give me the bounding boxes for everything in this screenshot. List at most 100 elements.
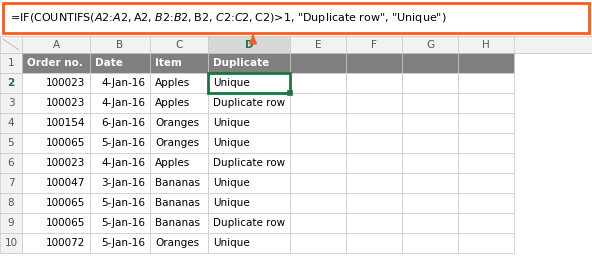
Bar <box>290 233 346 253</box>
Text: 100023: 100023 <box>46 158 85 168</box>
Bar <box>22 93 90 113</box>
Bar <box>208 36 290 53</box>
Text: 3: 3 <box>8 98 14 108</box>
Bar <box>346 173 402 193</box>
Bar <box>22 133 90 153</box>
Text: 5-Jan-16: 5-Jan-16 <box>101 238 145 248</box>
Text: F: F <box>371 40 377 50</box>
Text: Unique: Unique <box>213 118 250 128</box>
Text: 2: 2 <box>7 78 15 88</box>
Bar <box>402 193 458 213</box>
Bar <box>290 213 346 233</box>
Bar <box>90 193 150 213</box>
Bar <box>22 53 90 73</box>
Bar <box>458 193 514 213</box>
Text: 100154: 100154 <box>46 118 85 128</box>
Bar <box>0 93 22 113</box>
Bar <box>0 133 22 153</box>
Text: Duplicate: Duplicate <box>213 58 269 68</box>
Bar <box>0 193 22 213</box>
Text: Duplicate row: Duplicate row <box>213 158 285 168</box>
Bar <box>458 93 514 113</box>
Text: 100072: 100072 <box>46 238 85 248</box>
Text: 5: 5 <box>8 138 14 148</box>
Bar <box>458 213 514 233</box>
Bar <box>208 93 290 113</box>
Bar <box>290 73 346 93</box>
Bar <box>90 173 150 193</box>
Bar <box>22 213 90 233</box>
Bar <box>208 73 290 93</box>
Bar <box>208 213 290 233</box>
Text: 6: 6 <box>8 158 14 168</box>
Text: G: G <box>426 40 434 50</box>
Bar <box>90 113 150 133</box>
Text: 4-Jan-16: 4-Jan-16 <box>101 78 145 88</box>
Bar <box>346 153 402 173</box>
Bar <box>346 93 402 113</box>
Bar <box>346 233 402 253</box>
Text: H: H <box>482 40 490 50</box>
Text: Bananas: Bananas <box>155 198 200 208</box>
Text: Unique: Unique <box>213 78 250 88</box>
Bar <box>0 153 22 173</box>
Text: 4-Jan-16: 4-Jan-16 <box>101 158 145 168</box>
Bar <box>287 90 292 95</box>
Bar <box>290 193 346 213</box>
Bar <box>150 233 208 253</box>
Text: 10: 10 <box>4 238 18 248</box>
Bar <box>208 53 290 73</box>
Bar <box>208 113 290 133</box>
Bar <box>0 73 22 93</box>
Bar <box>0 36 592 53</box>
Text: 100047: 100047 <box>46 178 85 188</box>
Text: D: D <box>244 40 253 50</box>
Text: Duplicate row: Duplicate row <box>213 98 285 108</box>
Text: Date: Date <box>95 58 123 68</box>
Text: Apples: Apples <box>155 158 190 168</box>
Bar <box>458 36 514 53</box>
Bar <box>402 73 458 93</box>
Bar <box>90 93 150 113</box>
Bar <box>402 113 458 133</box>
Bar <box>402 36 458 53</box>
Bar <box>290 53 346 73</box>
Bar <box>90 133 150 153</box>
Text: A: A <box>53 40 60 50</box>
Bar <box>0 233 22 253</box>
Bar <box>150 193 208 213</box>
Bar <box>458 173 514 193</box>
Text: 6-Jan-16: 6-Jan-16 <box>101 118 145 128</box>
Text: Apples: Apples <box>155 78 190 88</box>
Bar <box>346 73 402 93</box>
Bar <box>402 133 458 153</box>
Text: 5-Jan-16: 5-Jan-16 <box>101 138 145 148</box>
Bar <box>90 153 150 173</box>
Bar <box>346 36 402 53</box>
Text: 7: 7 <box>8 178 14 188</box>
Bar <box>458 153 514 173</box>
Text: 1: 1 <box>8 58 14 68</box>
Bar <box>346 213 402 233</box>
Bar <box>150 133 208 153</box>
Bar <box>208 193 290 213</box>
Text: Oranges: Oranges <box>155 238 199 248</box>
Text: E: E <box>315 40 321 50</box>
Bar <box>402 93 458 113</box>
Text: 9: 9 <box>8 218 14 228</box>
Text: =IF(COUNTIFS($A$2:$A2, $A2, $B$2:$B2, $B2, $C$2:$C2, $C2)>1, "Duplicate row", "U: =IF(COUNTIFS($A$2:$A2, $A2, $B$2:$B2, $B… <box>10 11 446 25</box>
Bar <box>150 73 208 93</box>
Bar <box>402 53 458 73</box>
Bar <box>402 173 458 193</box>
Text: 100065: 100065 <box>46 198 85 208</box>
Bar <box>150 173 208 193</box>
Bar <box>346 53 402 73</box>
Text: 5-Jan-16: 5-Jan-16 <box>101 198 145 208</box>
Text: Oranges: Oranges <box>155 138 199 148</box>
Bar <box>0 113 22 133</box>
Bar <box>90 233 150 253</box>
Bar <box>290 153 346 173</box>
Bar <box>22 233 90 253</box>
Bar <box>22 113 90 133</box>
Bar <box>150 36 208 53</box>
